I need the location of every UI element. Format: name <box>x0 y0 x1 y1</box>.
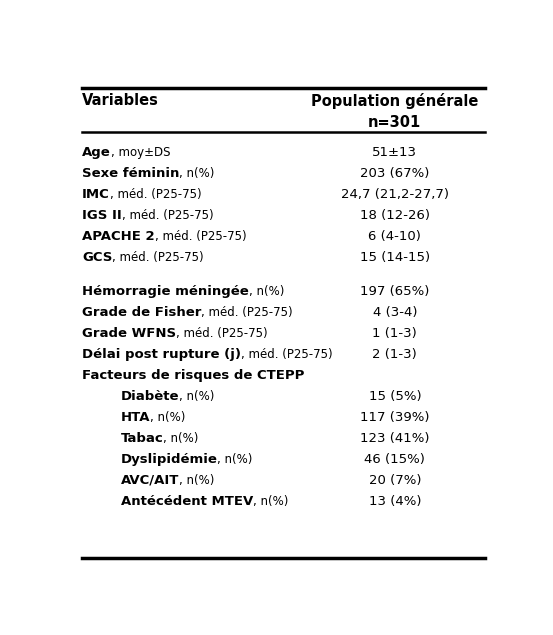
Text: 15 (5%): 15 (5%) <box>368 390 421 403</box>
Text: , n(%): , n(%) <box>249 284 284 298</box>
Text: Hémorragie méningée: Hémorragie méningée <box>82 284 249 298</box>
Text: 123 (41%): 123 (41%) <box>360 432 430 444</box>
Text: , n(%): , n(%) <box>163 432 199 444</box>
Text: 6 (4-10): 6 (4-10) <box>368 231 421 243</box>
Text: , n(%): , n(%) <box>253 495 288 508</box>
Text: , méd. (P25-75): , méd. (P25-75) <box>176 326 268 340</box>
Text: , méd. (P25-75): , méd. (P25-75) <box>201 305 293 319</box>
Text: Sexe féminin: Sexe féminin <box>82 167 179 180</box>
Text: Diabète: Diabète <box>121 390 179 403</box>
Text: IGS II: IGS II <box>82 210 122 222</box>
Text: 4 (3-4): 4 (3-4) <box>373 305 417 319</box>
Text: , moy±DS: , moy±DS <box>111 146 170 159</box>
Text: , n(%): , n(%) <box>150 411 185 424</box>
Text: 18 (12-26): 18 (12-26) <box>360 210 430 222</box>
Text: 117 (39%): 117 (39%) <box>360 411 430 424</box>
Text: Age: Age <box>82 146 111 159</box>
Text: 20 (7%): 20 (7%) <box>369 474 421 487</box>
Text: GCS: GCS <box>82 251 112 264</box>
Text: Dyslipidémie: Dyslipidémie <box>121 453 217 466</box>
Text: 203 (67%): 203 (67%) <box>360 167 430 180</box>
Text: , méd. (P25-75): , méd. (P25-75) <box>122 210 213 222</box>
Text: , méd. (P25-75): , méd. (P25-75) <box>155 231 246 243</box>
Text: , n(%): , n(%) <box>217 453 253 466</box>
Text: 13 (4%): 13 (4%) <box>369 495 421 508</box>
Text: 1 (1-3): 1 (1-3) <box>373 326 417 340</box>
Text: HTA: HTA <box>121 411 150 424</box>
Text: Tabac: Tabac <box>121 432 163 444</box>
Text: n=301: n=301 <box>368 116 421 130</box>
Text: 197 (65%): 197 (65%) <box>360 284 430 298</box>
Text: Variables: Variables <box>82 93 159 109</box>
Text: 24,7 (21,2-27,7): 24,7 (21,2-27,7) <box>341 188 449 201</box>
Text: APACHE 2: APACHE 2 <box>82 231 155 243</box>
Text: Délai post rupture (j): Délai post rupture (j) <box>82 348 241 361</box>
Text: 51±13: 51±13 <box>372 146 418 159</box>
Text: , n(%): , n(%) <box>179 474 215 487</box>
Text: Population générale: Population générale <box>311 93 478 109</box>
Text: , n(%): , n(%) <box>179 167 215 180</box>
Text: Grade de Fisher: Grade de Fisher <box>82 305 201 319</box>
Text: AVC/AIT: AVC/AIT <box>121 474 179 487</box>
Text: , n(%): , n(%) <box>179 390 215 403</box>
Text: , méd. (P25-75): , méd. (P25-75) <box>109 188 201 201</box>
Text: , méd. (P25-75): , méd. (P25-75) <box>112 251 204 264</box>
Text: Antécédent MTEV: Antécédent MTEV <box>121 495 253 508</box>
Text: 46 (15%): 46 (15%) <box>364 453 425 466</box>
Text: IMC: IMC <box>82 188 109 201</box>
Text: Facteurs de risques de CTEPP: Facteurs de risques de CTEPP <box>82 369 304 382</box>
Text: 2 (1-3): 2 (1-3) <box>373 348 417 361</box>
Text: 15 (14-15): 15 (14-15) <box>360 251 430 264</box>
Text: , méd. (P25-75): , méd. (P25-75) <box>241 348 332 361</box>
Text: Grade WFNS: Grade WFNS <box>82 326 176 340</box>
